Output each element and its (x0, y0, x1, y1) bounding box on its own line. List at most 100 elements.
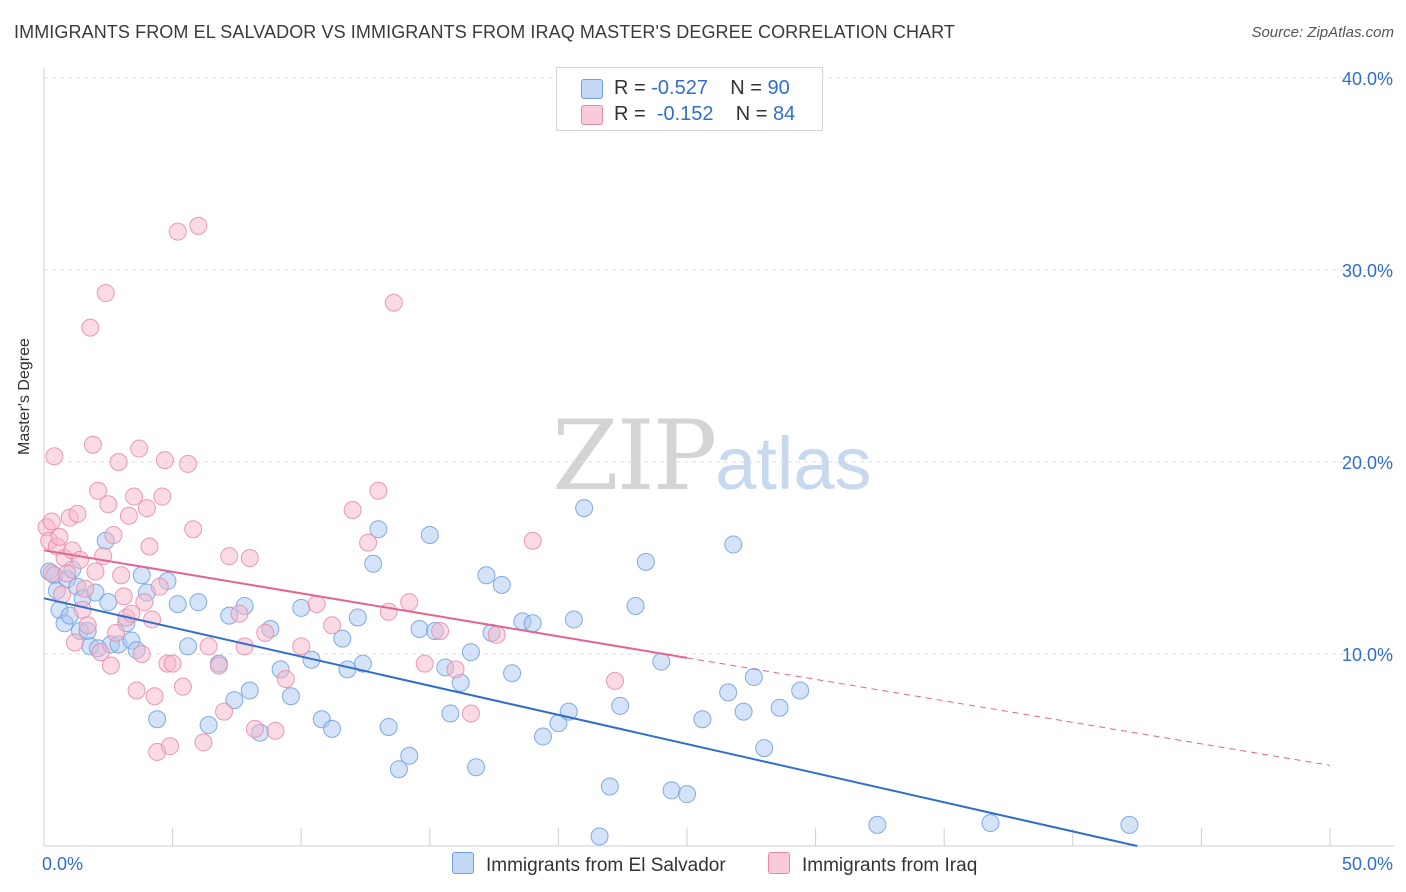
data-point-iraq (446, 660, 465, 679)
data-point-el-salvador (533, 727, 552, 746)
source-label: Source: ZipAtlas.com (1251, 24, 1394, 41)
data-point-iraq (230, 604, 249, 623)
data-point-el-salvador (420, 525, 439, 544)
data-point-el-salvador (353, 654, 372, 673)
data-point-iraq (431, 621, 450, 640)
data-point-iraq (125, 487, 144, 506)
data-point-el-salvador (662, 781, 681, 800)
trend-line-extension-iraq (686, 657, 1331, 766)
data-point-iraq (107, 623, 126, 642)
x-tick-label: 50.0% (1342, 854, 1393, 874)
data-point-iraq (104, 525, 123, 544)
data-point-el-salvador (564, 610, 583, 629)
legend-swatch-blue (581, 79, 603, 99)
data-point-iraq (189, 216, 208, 235)
trend-line-iraq (43, 549, 688, 659)
data-point-iraq (400, 593, 419, 612)
data-point-iraq (379, 602, 398, 621)
data-point-el-salvador (590, 827, 609, 846)
data-point-el-salvador (240, 681, 259, 700)
data-point-iraq (65, 633, 84, 652)
data-point-iraq (127, 681, 146, 700)
data-point-iraq (119, 506, 138, 525)
watermark: ZIPatlas (552, 400, 872, 512)
data-point-iraq (42, 512, 61, 531)
data-point-iraq (256, 623, 275, 642)
data-point-el-salvador (199, 716, 218, 735)
legend-n-label: N = (730, 77, 768, 99)
legend-r-value: -0.527 (651, 77, 708, 99)
data-point-iraq (132, 645, 151, 663)
legend-r-label: R = (614, 103, 652, 125)
data-point-iraq (384, 293, 403, 312)
data-point-el-salvador (770, 698, 789, 717)
data-point-iraq (240, 549, 259, 567)
chart-title: IMMIGRANTS FROM EL SALVADOR VS IMMIGRANT… (14, 22, 956, 42)
data-point-iraq (50, 527, 69, 546)
data-point-el-salvador (99, 593, 118, 612)
legend-n-value: 84 (773, 103, 796, 125)
y-axis-label: Master's Degree (16, 338, 33, 455)
data-point-iraq (168, 222, 187, 241)
data-point-iraq (99, 495, 118, 514)
data-point-iraq (369, 481, 388, 500)
data-point-iraq (130, 439, 149, 458)
data-point-el-salvador (225, 691, 244, 710)
data-point-iraq (292, 637, 311, 656)
data-point-iraq (179, 454, 198, 473)
data-point-iraq (161, 737, 180, 756)
data-point-iraq (487, 625, 506, 644)
data-point-el-salvador (410, 620, 429, 639)
data-point-iraq (101, 656, 120, 675)
data-point-iraq (83, 435, 102, 454)
data-point-el-salvador (477, 566, 496, 585)
legend-n-label: N = (735, 103, 774, 125)
data-point-iraq (73, 600, 92, 619)
data-point-el-salvador (400, 746, 419, 765)
data-point-iraq (112, 566, 131, 585)
data-point-el-salvador (503, 664, 522, 683)
data-point-iraq (359, 533, 378, 552)
data-point-iraq (245, 719, 264, 738)
data-point-iraq (415, 654, 434, 673)
x-tick-label: 0.0% (42, 854, 83, 874)
data-point-el-salvador (348, 608, 367, 627)
data-point-iraq (155, 451, 174, 470)
data-point-iraq (523, 531, 542, 550)
data-point-iraq (143, 610, 162, 629)
data-point-el-salvador (868, 815, 887, 834)
data-point-iraq (42, 564, 61, 583)
data-point-el-salvador (719, 683, 738, 702)
y-tick-label: 20.0% (1342, 453, 1393, 473)
data-point-el-salvador (724, 535, 743, 554)
data-point-iraq (109, 453, 128, 471)
data-point-el-salvador (189, 593, 208, 612)
data-point-iraq (78, 616, 97, 635)
data-point-el-salvador (364, 554, 383, 573)
data-point-iraq (89, 481, 108, 500)
data-point-el-salvador (132, 566, 151, 585)
data-point-iraq (461, 704, 480, 723)
data-point-iraq (235, 637, 254, 656)
data-point-el-salvador (292, 598, 311, 617)
data-point-iraq (58, 564, 77, 583)
data-point-el-salvador (575, 499, 594, 518)
data-point-el-salvador (981, 813, 1000, 832)
data-point-iraq (145, 687, 164, 706)
data-point-el-salvador (626, 597, 645, 615)
data-point-el-salvador (652, 652, 671, 671)
data-point-el-salvador (369, 520, 388, 539)
bottom-legend-iraq: Immigrants from Iraq (768, 852, 977, 877)
correlation-legend: R = -0.527 N = 90 R = -0.152 N = 84 (556, 67, 823, 131)
data-point-el-salvador (678, 785, 696, 804)
data-point-el-salvador (179, 637, 198, 656)
data-point-el-salvador (333, 629, 352, 648)
data-point-iraq (135, 593, 154, 612)
data-point-el-salvador (461, 643, 480, 662)
data-point-iraq (153, 487, 172, 506)
bottom-legend-label: Immigrants from Iraq (802, 855, 978, 876)
data-point-el-salvador (389, 760, 408, 779)
data-point-el-salvador (600, 777, 619, 796)
data-point-iraq (209, 656, 228, 675)
data-point-el-salvador (281, 687, 300, 706)
